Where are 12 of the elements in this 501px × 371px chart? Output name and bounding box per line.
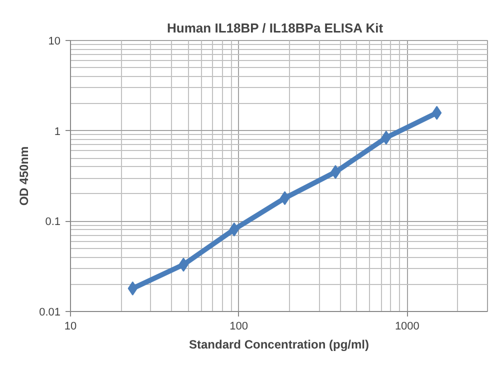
point <box>432 106 442 120</box>
y-tick-label: 10 <box>48 36 61 48</box>
x-axis-title: Standard Concentration (pg/ml) <box>189 338 370 352</box>
point <box>280 191 290 206</box>
x-tick-label: 100 <box>230 320 248 332</box>
x-tick-label: 1000 <box>394 320 420 332</box>
y-tick-label: 1 <box>54 126 61 138</box>
y-tick-label: 0.01 <box>39 306 61 318</box>
y-axis-title: OD 450nm <box>17 146 32 206</box>
y-tick-label: 0.1 <box>45 216 61 228</box>
chart-title: Human IL18BP / IL18BPa ELISA Kit <box>167 20 384 36</box>
x-tick-label: 10 <box>64 320 77 332</box>
